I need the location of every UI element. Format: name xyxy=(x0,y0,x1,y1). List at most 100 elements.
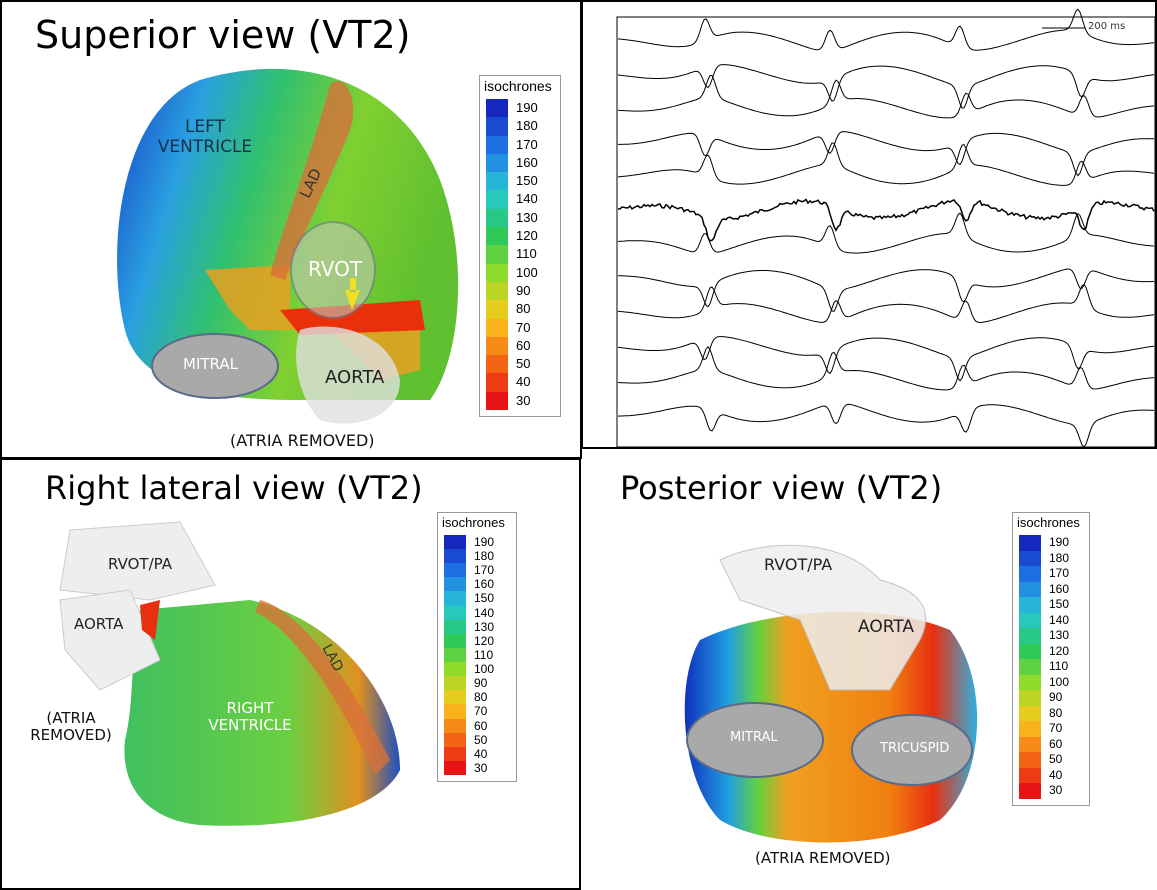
legend-swatch xyxy=(444,563,466,578)
legend-swatch xyxy=(1019,612,1041,629)
legend-swatch xyxy=(1019,550,1041,567)
anatomy-label: (ATRIA REMOVED) xyxy=(230,431,375,450)
legend-swatch xyxy=(444,718,466,733)
panel-title: Right lateral view (VT2) xyxy=(45,469,423,507)
legend-value: 160 xyxy=(474,577,495,592)
aorta-shape xyxy=(59,589,161,691)
heart-map xyxy=(124,600,401,826)
anatomy-label: RVOT/PA xyxy=(764,555,833,574)
legend-swatch xyxy=(444,535,466,550)
anatomy-label: AORTA xyxy=(858,617,914,637)
legend-swatch xyxy=(444,704,466,719)
legend-swatch xyxy=(1019,783,1041,799)
legend-value: 190 xyxy=(474,535,495,549)
legend-value: 110 xyxy=(1049,659,1069,674)
lad-vessel xyxy=(255,600,390,775)
legend-swatch xyxy=(486,281,508,301)
legend-swatch xyxy=(486,208,508,228)
anatomy-label: RVOT xyxy=(308,257,363,281)
legend-value: 40 xyxy=(516,374,531,390)
legend-swatch xyxy=(444,605,466,620)
legend-value: 110 xyxy=(516,246,537,262)
legend-swatch xyxy=(1019,659,1041,675)
legend-value: 120 xyxy=(516,228,538,244)
legend-swatch xyxy=(486,355,508,374)
ecg-trace xyxy=(617,8,1155,51)
legend-swatch xyxy=(1019,767,1041,784)
legend-value: 100 xyxy=(516,264,538,280)
legend-swatch xyxy=(486,300,508,319)
legend-value: 190 xyxy=(1049,535,1070,549)
legend-swatch xyxy=(486,263,508,282)
legend-swatch xyxy=(1019,643,1041,660)
legend-value: 50 xyxy=(1049,752,1063,767)
legend-swatch xyxy=(1019,674,1041,691)
legend-swatch xyxy=(486,135,508,154)
mitral-ellipse xyxy=(686,702,824,778)
legend-swatch xyxy=(486,99,508,118)
legend-value: 90 xyxy=(474,676,488,691)
legend-value: 120 xyxy=(474,633,495,648)
legend-value: 130 xyxy=(474,619,495,634)
legend-value: 140 xyxy=(516,191,538,207)
anatomy-label: (ATRIA REMOVED) xyxy=(30,709,112,745)
legend-swatch xyxy=(444,662,466,677)
anatomy-label: TRICUSPID xyxy=(880,741,950,756)
legend-value: 90 xyxy=(516,282,531,298)
legend-value: 80 xyxy=(474,690,488,705)
panel-title: Posterior view (VT2) xyxy=(620,469,943,507)
ecg-trace xyxy=(617,212,1155,254)
legend-value: 150 xyxy=(1049,597,1070,612)
legend-value: 130 xyxy=(1049,628,1070,643)
legend-value: 180 xyxy=(1049,550,1070,565)
ecg-trace xyxy=(617,336,1155,382)
legend: isochrones 190 180 170 160 150 140 130 120 110 100… xyxy=(479,75,561,417)
panel-border xyxy=(0,458,581,890)
legend: isochrones 190 180 170 160 150 140 130 120 110 100… xyxy=(1012,512,1090,806)
legend-value: 170 xyxy=(474,563,495,578)
legend-swatch xyxy=(444,577,466,592)
panel-title: Superior view (VT2) xyxy=(35,13,411,57)
legend-value: 40 xyxy=(1049,767,1063,782)
legend-value: 150 xyxy=(474,591,495,606)
legend-value: 180 xyxy=(516,118,538,134)
legend-swatch xyxy=(444,633,466,648)
vessel-shape xyxy=(719,544,927,691)
anatomy-label: RIGHT VENTRICLE xyxy=(208,699,292,735)
legend-value: 50 xyxy=(474,732,488,747)
anatomy-label: MITRAL xyxy=(183,355,238,373)
legend-swatch xyxy=(1019,721,1041,737)
legend-swatch xyxy=(1019,736,1041,753)
anatomy-label: AORTA xyxy=(325,367,385,388)
ecg-trace xyxy=(617,268,1155,312)
legend-value: 190 xyxy=(516,100,538,115)
legend-value: 70 xyxy=(1049,721,1063,736)
legend-swatch xyxy=(1019,535,1041,551)
legend-value: 160 xyxy=(1049,581,1070,596)
legend-value: 30 xyxy=(474,760,488,775)
legend-value: 160 xyxy=(516,154,538,170)
anatomy-label: (ATRIA REMOVED) xyxy=(755,849,891,867)
legend-value: 150 xyxy=(516,173,538,189)
legend-swatch xyxy=(1019,752,1041,768)
legend-value: 100 xyxy=(1049,674,1070,689)
legend-swatch xyxy=(444,690,466,705)
anatomy-label: LEFT VENTRICLE xyxy=(157,117,253,157)
legend-swatch xyxy=(486,318,508,337)
ecg-trace xyxy=(617,403,1155,448)
panel-border xyxy=(581,0,1157,449)
legend-value: 80 xyxy=(516,301,531,317)
legend-value: 30 xyxy=(516,392,531,408)
legend-value: 60 xyxy=(1049,736,1063,751)
legend-swatch xyxy=(486,227,508,246)
legend-swatch xyxy=(1019,581,1041,598)
legend: isochrones 190 180 170 160 150 140 130 120 110 100… xyxy=(437,512,517,782)
legend-value: 140 xyxy=(474,605,495,620)
legend-swatch xyxy=(444,676,466,691)
legend-value: 70 xyxy=(474,704,488,719)
anatomy-label: MITRAL xyxy=(730,730,778,745)
legend-swatch xyxy=(1019,690,1041,706)
legend-swatch xyxy=(444,760,466,775)
legend-value: 140 xyxy=(1049,612,1070,627)
legend-value: 170 xyxy=(1049,566,1070,581)
